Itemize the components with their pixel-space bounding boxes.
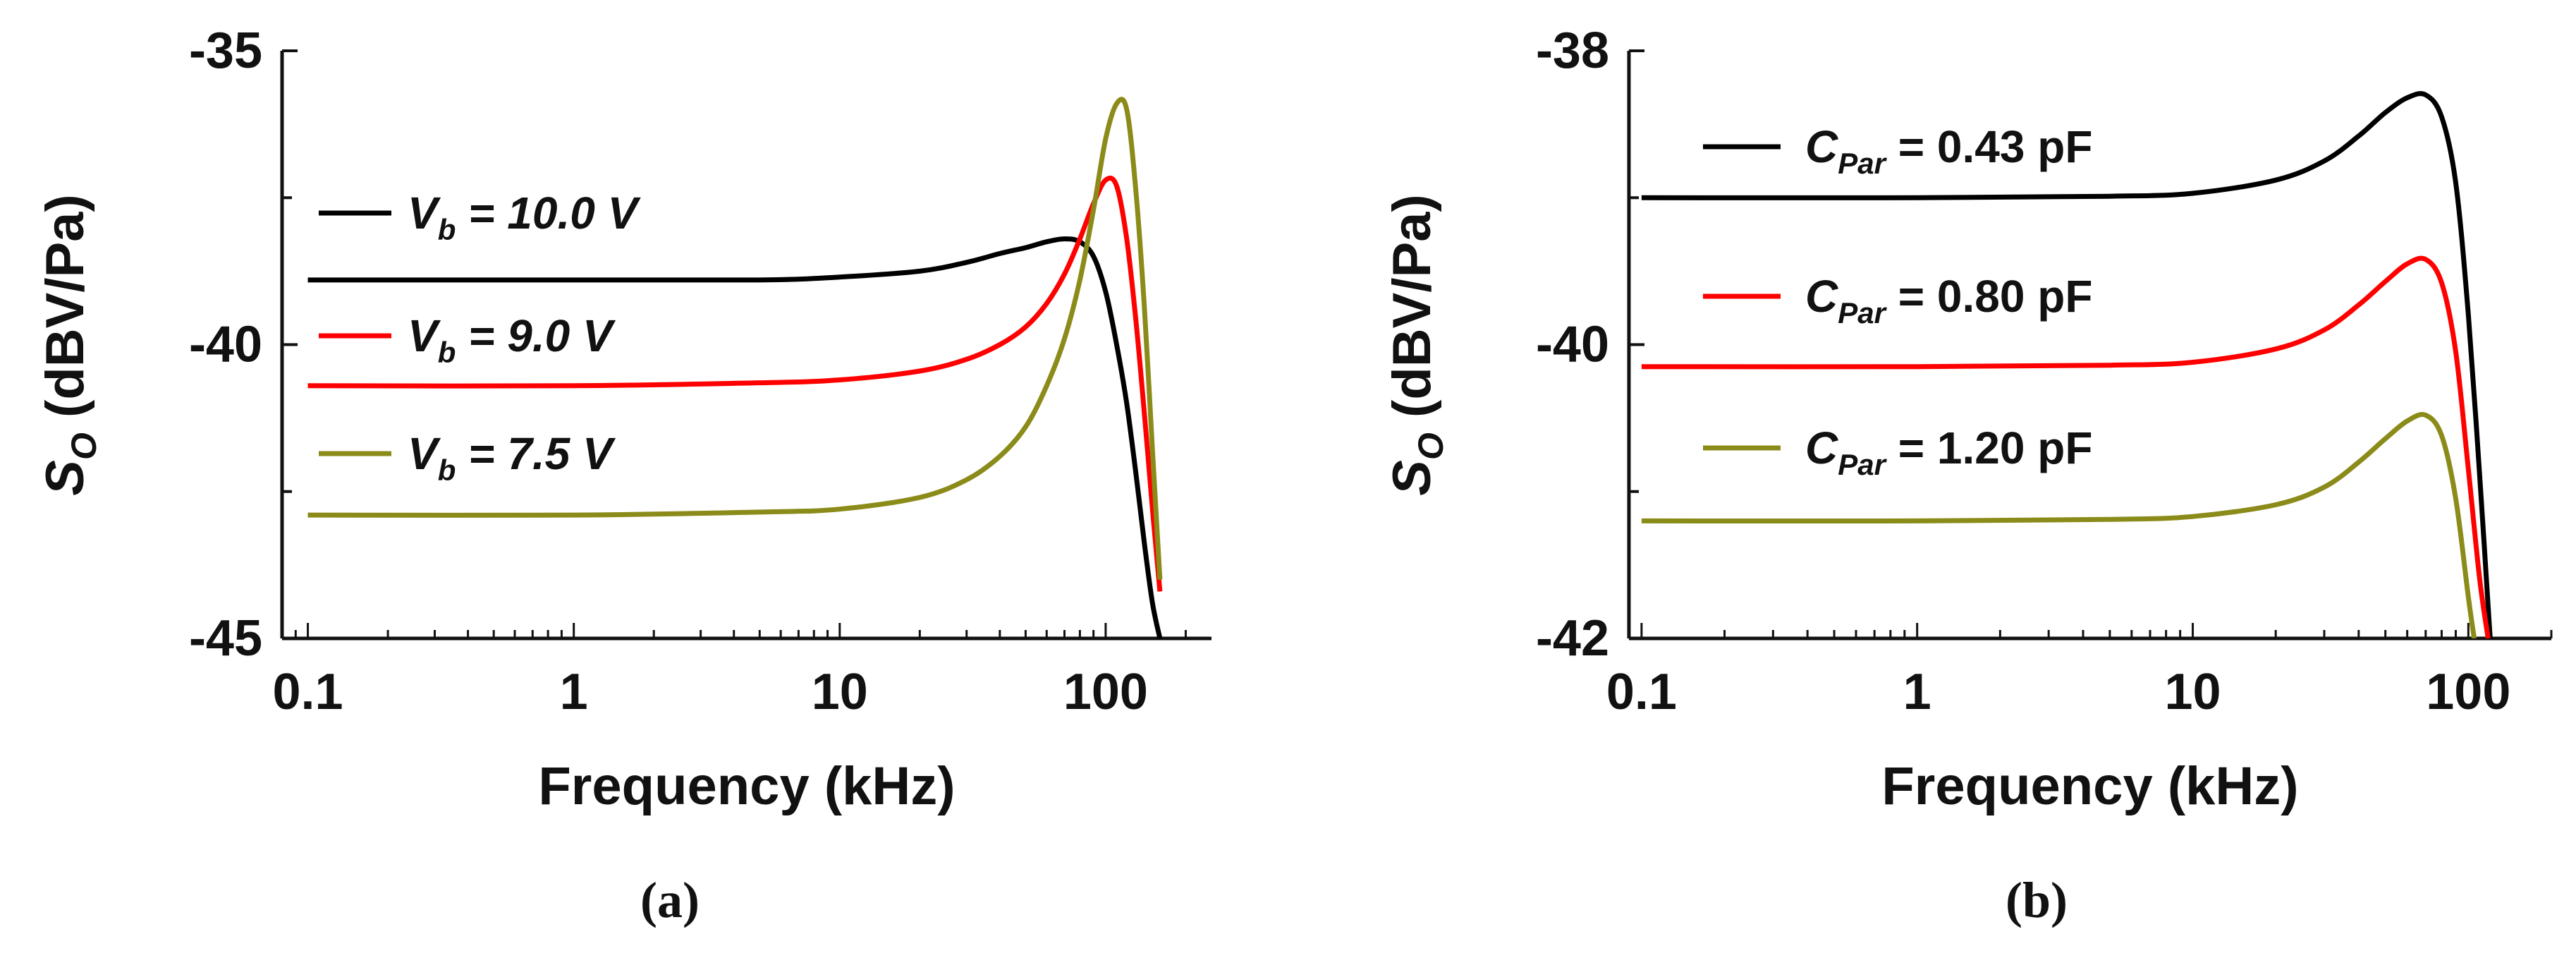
legend-rest: = 7.5 V [456, 428, 616, 479]
x-tick-label: 100 [2426, 664, 2510, 720]
y-axis-title: SO (dBV/Pa) [35, 194, 104, 495]
legend-rest: = 1.20 pF [1886, 423, 2092, 473]
legend-sub: Par [1838, 296, 1887, 329]
y-axis-title-main: S [1382, 460, 1442, 496]
legend-label-0: CPar = 0.43 pF [1805, 121, 2092, 180]
x-tick-label: 10 [812, 664, 868, 720]
x-axis-title: Frequency (kHz) [1881, 756, 2298, 816]
series-line-0 [1641, 91, 2493, 638]
y-tick-label: -40 [1536, 317, 1609, 373]
legend-sub: Par [1838, 147, 1887, 180]
y-tick-label: -40 [189, 317, 262, 373]
legend-label-2: Vb = 7.5 V [408, 428, 616, 487]
y-axis-title-rest: (dBV/Pa) [35, 194, 95, 432]
y-axis-title-sub: O [1411, 432, 1451, 460]
x-tick-label: 1 [560, 664, 588, 720]
series-line-1 [307, 175, 1163, 592]
y-axis-title-sub: O [64, 432, 104, 460]
legend-label-2: CPar = 1.20 pF [1805, 423, 2092, 481]
y-tick-label: -38 [1536, 23, 1609, 79]
panel-label: (a) [640, 872, 700, 928]
series-group [1641, 91, 2493, 638]
legend-rest: = 0.80 pF [1886, 271, 2092, 322]
x-tick-label: 1 [1903, 664, 1931, 720]
series-line-2 [307, 97, 1163, 580]
legend-sub: b [438, 213, 456, 246]
legend-main: V [408, 310, 441, 361]
y-tick-label: -35 [189, 23, 262, 79]
panel-label: (b) [2006, 872, 2068, 928]
x-tick-label: 100 [1063, 664, 1148, 720]
x-tick-label: 10 [2164, 664, 2221, 720]
legend-main: V [408, 188, 441, 238]
panel-a: -35 -40 -450.1 1 10 100 Frequency (kHz) SO (dBV… [35, 23, 1211, 928]
series-group [307, 97, 1163, 638]
x-axis-title: Frequency (kHz) [538, 756, 955, 816]
legend-rest: = 0.43 pF [1886, 121, 2092, 172]
legend-sub: b [438, 336, 456, 369]
legend-sub: Par [1838, 448, 1887, 481]
y-tick-label: -42 [1536, 610, 1609, 667]
legend-main: C [1805, 423, 1838, 473]
series-line-2 [1641, 412, 2477, 638]
legend-main: V [408, 428, 441, 479]
y-axis-title-main: S [35, 460, 95, 496]
series-line-1 [1641, 255, 2491, 638]
y-axis-title: SO (dBV/Pa) [1382, 194, 1451, 495]
legend-rest: = 9.0 V [456, 310, 616, 361]
legend-main: C [1805, 121, 1838, 172]
y-axis-title-rest: (dBV/Pa) [1382, 194, 1442, 432]
legend-sub: b [438, 454, 456, 487]
legend-rest: = 10.0 V [456, 188, 641, 238]
y-tick-label: -45 [189, 610, 262, 667]
legend-label-1: Vb = 9.0 V [408, 310, 616, 369]
x-tick-label: 0.1 [1606, 664, 1677, 720]
panel-b: -38 -40 -420.1 1 10 100 Frequency (kHz) SO (dBV… [1382, 23, 2553, 928]
legend-main: C [1805, 271, 1838, 322]
legend-label-0: Vb = 10.0 V [408, 188, 642, 246]
x-tick-label: 0.1 [273, 664, 343, 720]
legend-label-1: CPar = 0.80 pF [1805, 271, 2092, 329]
series-line-0 [307, 236, 1163, 638]
